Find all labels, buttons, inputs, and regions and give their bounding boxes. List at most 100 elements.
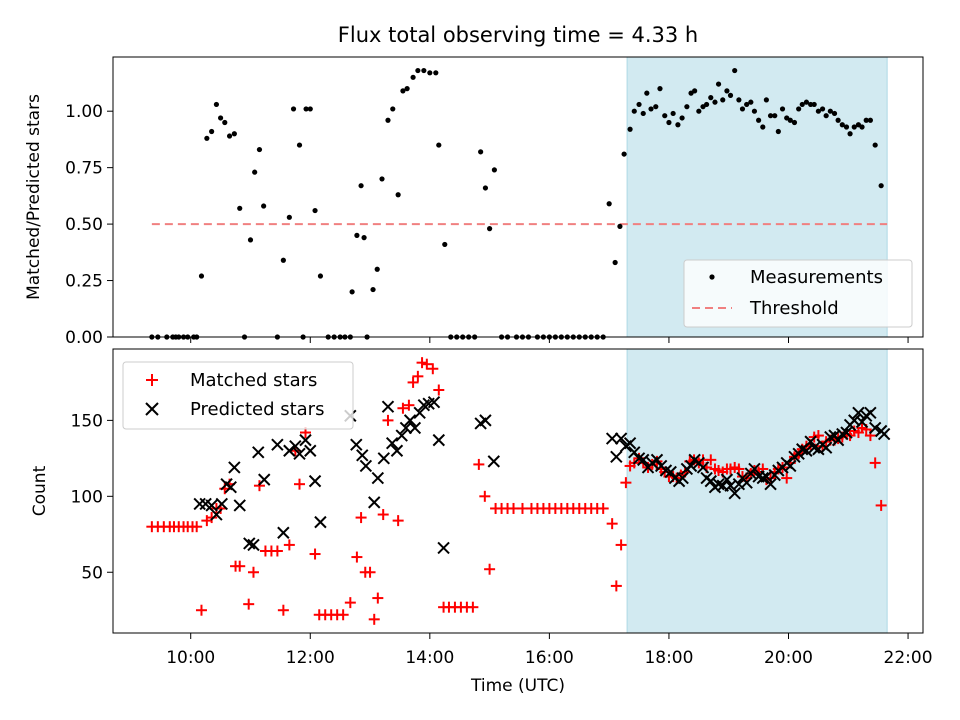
measurement-point (724, 88, 730, 94)
measurement-point (715, 81, 722, 87)
bottom-ytick-label: 100 (71, 487, 103, 507)
matched-star-point (351, 551, 363, 563)
xtick-label: 22:00 (884, 648, 933, 668)
predicted-star-point (487, 455, 500, 468)
measurement-point (851, 124, 857, 130)
measurement-point (482, 185, 489, 191)
measurement-point (679, 115, 685, 121)
matched-star-point (427, 363, 439, 375)
predicted-star-point (283, 444, 296, 457)
measurement-point (198, 273, 205, 279)
measurement-point (727, 92, 734, 98)
matched-star-point (294, 478, 306, 490)
measurement-point (354, 232, 360, 238)
measurement-point (421, 67, 427, 74)
measurement-point (218, 115, 224, 121)
predicted-star-point (605, 432, 619, 445)
matched-star-point (615, 539, 627, 551)
predicted-star-point (408, 421, 422, 435)
measurement-point (296, 142, 303, 148)
xtick-label: 12:00 (286, 648, 335, 668)
measurement-point (756, 117, 762, 123)
matched-star-point (606, 518, 618, 530)
predicted-star-point (304, 444, 317, 457)
measurement-point (617, 223, 623, 229)
predicted-star-point (864, 406, 877, 419)
measurement-point (436, 142, 442, 148)
matched-star-point (875, 499, 887, 511)
measurement-point (748, 99, 754, 105)
measurement-point (760, 124, 766, 130)
measurement-point (433, 70, 439, 76)
top-ytick-label: 0.75 (65, 159, 103, 179)
matched-star-point (467, 601, 479, 613)
top-panel: 0.00 0.25 0.50 0.75 1.00 Matched/Predicted s… (24, 56, 924, 348)
matched-star-point (337, 609, 349, 621)
predicted-star-point (210, 508, 223, 521)
matched-star-point (433, 384, 445, 396)
predicted-star-point (247, 538, 260, 552)
measurement-point (843, 124, 850, 130)
measurement-point (374, 266, 380, 272)
predicted-star-point (807, 441, 821, 454)
measurement-point (400, 88, 406, 94)
measurement-point (692, 88, 698, 94)
predicted-star-point (403, 414, 417, 427)
measurement-point (361, 235, 367, 241)
measurement-point (662, 113, 668, 119)
measurement-point (712, 99, 718, 105)
matched-star-point (191, 521, 203, 533)
matched-star-point (283, 539, 295, 551)
matched-star-point (344, 597, 356, 609)
predicted-star-point (824, 430, 837, 444)
predicted-star-point (205, 499, 218, 512)
measurement-point (404, 86, 410, 92)
predicted-star-point (399, 421, 413, 435)
matched-star-point (473, 458, 485, 470)
legend-predicted-marker (145, 402, 159, 416)
legend-matched-marker (146, 374, 158, 386)
matched-star-point (403, 399, 415, 411)
top-ytick-label: 0.00 (65, 328, 103, 348)
predicted-star-point (385, 436, 399, 450)
measurement-point (811, 101, 817, 108)
predicted-star-point (314, 515, 327, 529)
measurement-point (732, 67, 738, 74)
measurement-point (606, 201, 612, 207)
matched-star-point (416, 357, 428, 369)
measurement-point (415, 67, 421, 74)
matched-star-point (869, 457, 881, 469)
measurement-point (256, 146, 263, 153)
predicted-star-point (224, 480, 237, 494)
predicted-star-point (676, 471, 689, 485)
measurement-point (803, 99, 810, 105)
measurement-point (859, 124, 865, 130)
predicted-star-point (243, 537, 256, 550)
matched-star-point (309, 548, 321, 560)
predicted-star-point (877, 427, 891, 441)
matched-star-point (620, 477, 632, 489)
matched-star-point (610, 580, 622, 592)
measurement-point (675, 122, 681, 128)
predicted-star-point (271, 438, 284, 451)
matched-star-point (355, 512, 367, 524)
predicted-star-point (252, 446, 265, 459)
measurement-point (791, 119, 798, 126)
measurement-point (370, 286, 376, 293)
predicted-star-point (377, 452, 391, 465)
measurement-point (213, 101, 220, 108)
measurement-point (644, 90, 650, 96)
predicted-star-point (764, 477, 777, 491)
matched-star-point (271, 545, 283, 557)
predicted-star-point (390, 444, 404, 457)
measurement-point (478, 149, 484, 155)
measurement-point (739, 106, 746, 112)
legend-matched-label: Matched stars (190, 370, 317, 391)
measurement-point (720, 97, 726, 103)
matched-star-point (277, 604, 289, 616)
predicted-star-point (712, 477, 725, 491)
matched-star-point (781, 472, 793, 484)
matched-star-point (195, 604, 207, 616)
measurement-point (775, 128, 781, 135)
measurement-point (349, 289, 355, 295)
